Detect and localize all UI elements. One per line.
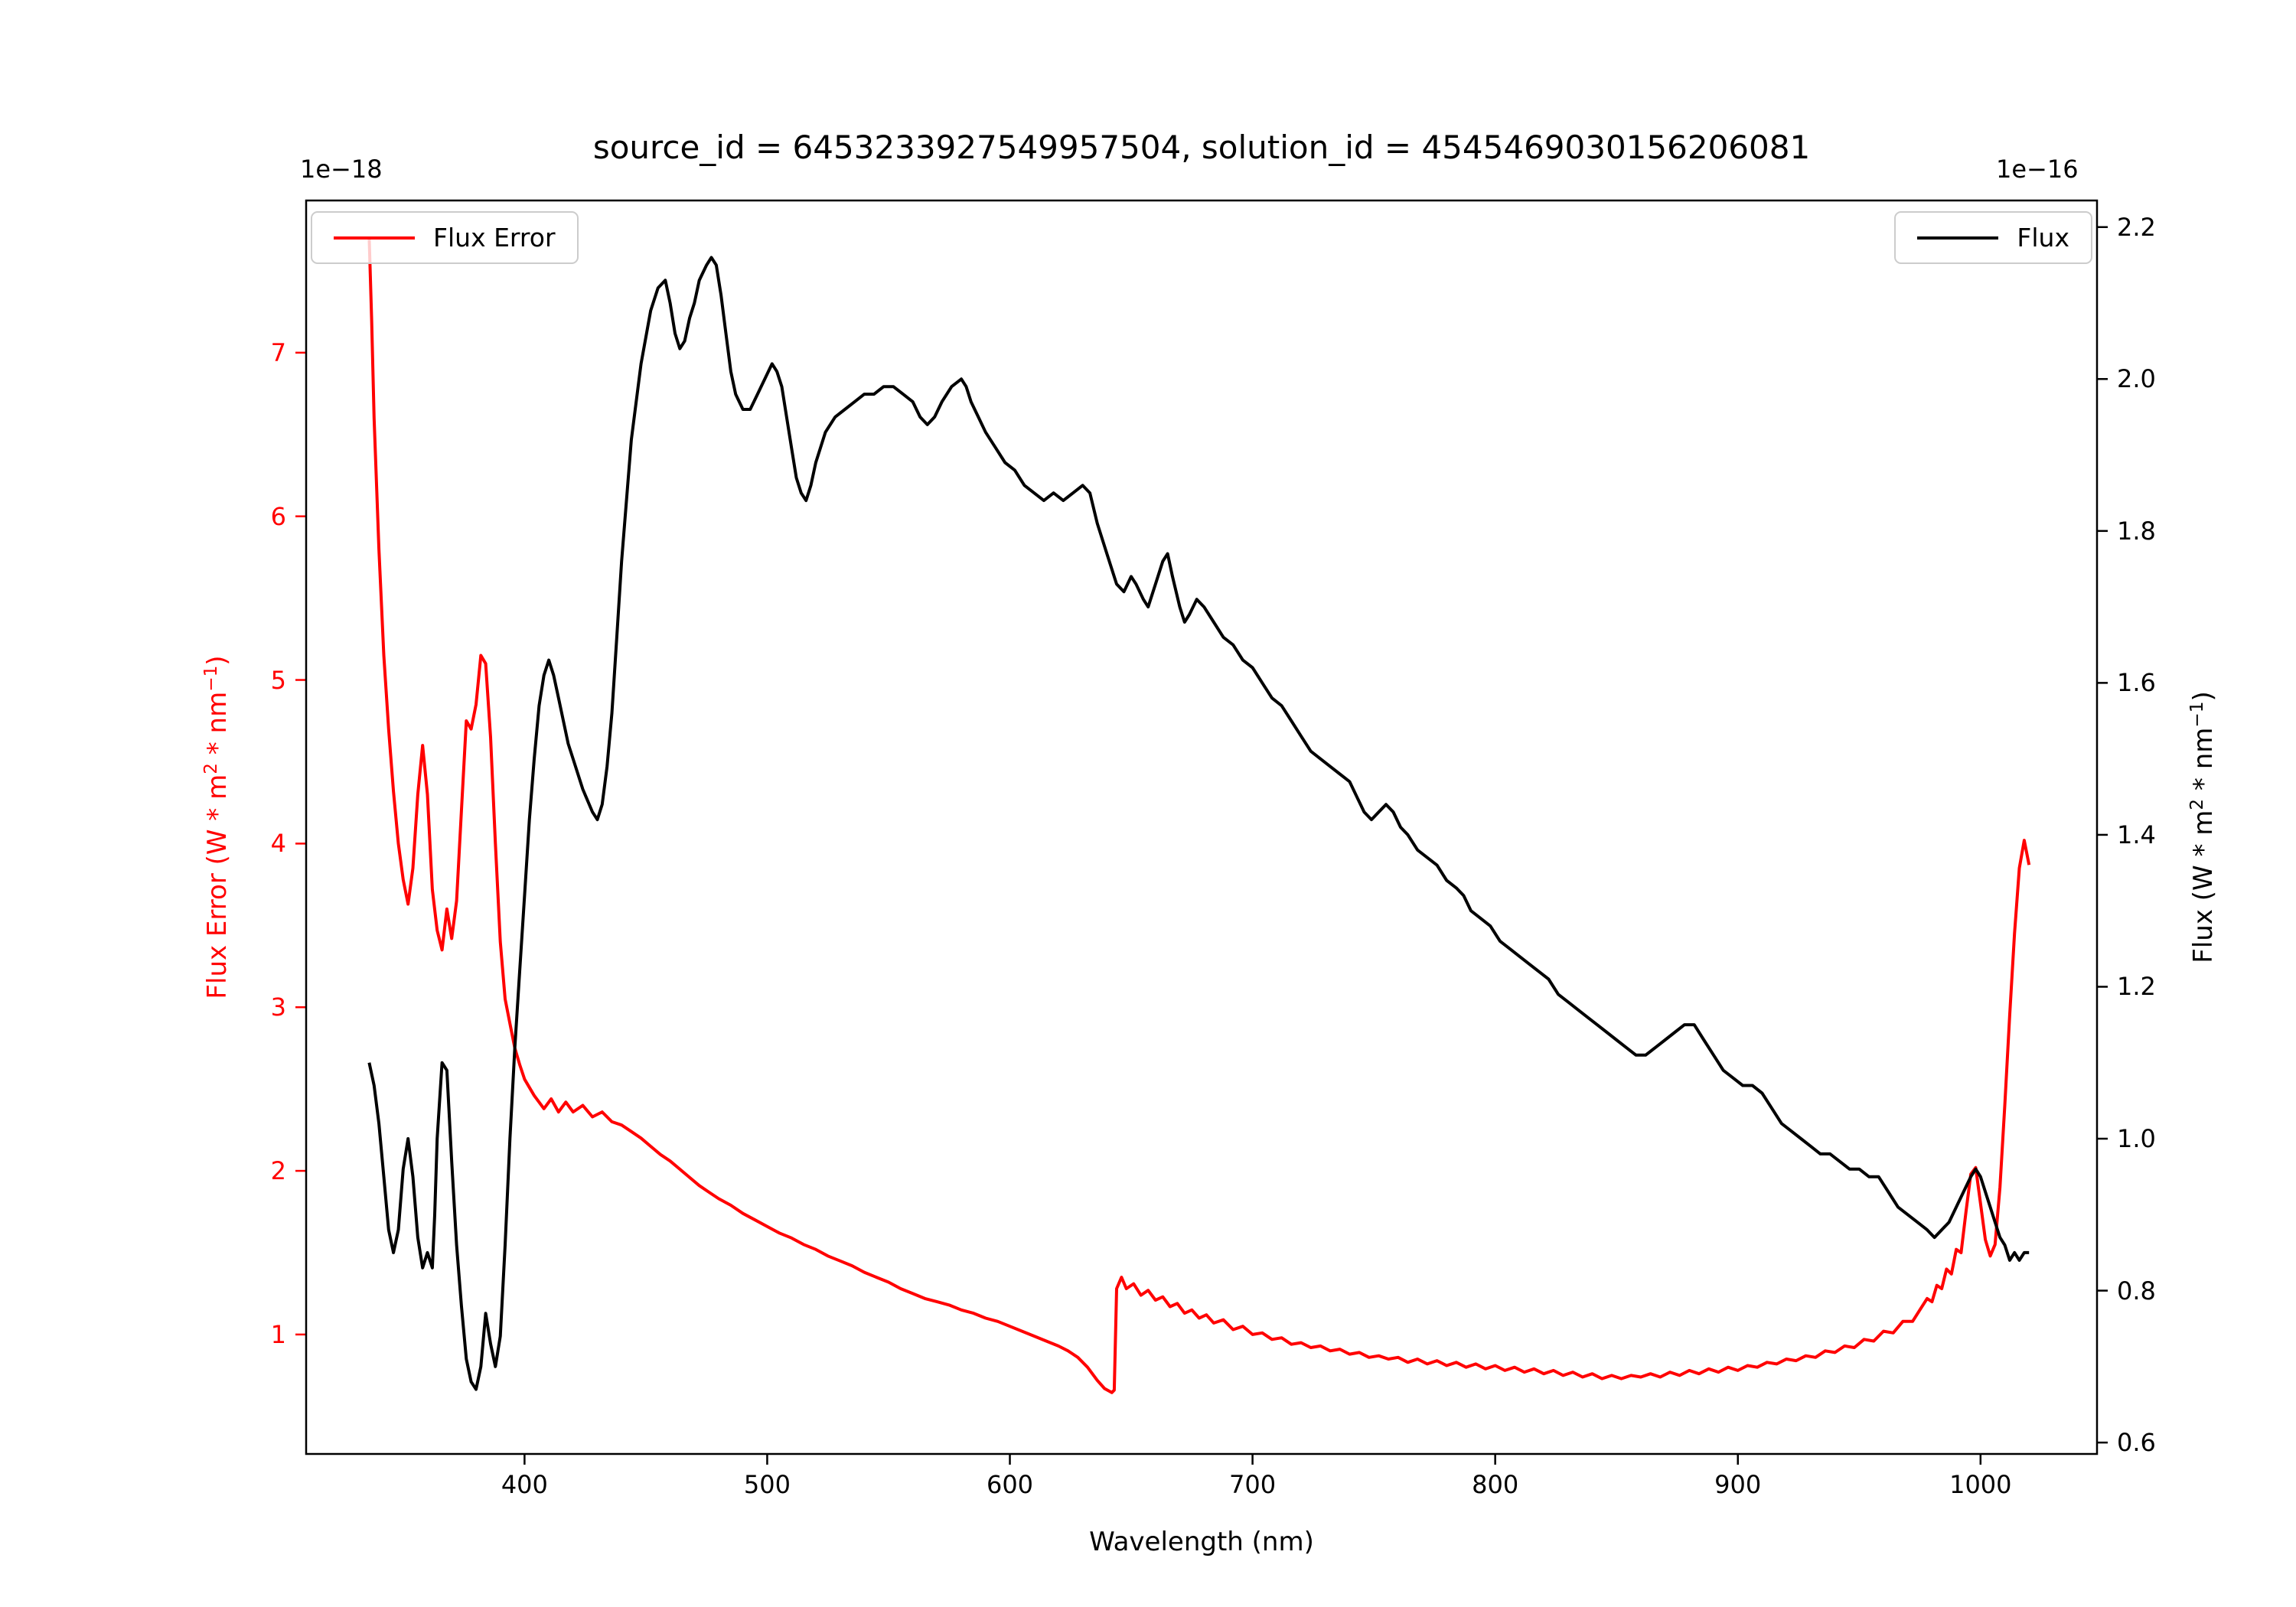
right-y-tick-label: 1.2 — [2117, 972, 2156, 1002]
right-y-tick-label: 2.0 — [2117, 364, 2156, 394]
flux-legend-line-icon — [1917, 236, 1999, 240]
right-y-axis-label-sup1: 2 — [2187, 798, 2207, 810]
right-y-tick-label: 2.2 — [2117, 212, 2156, 242]
left-y-axis-label-sup1: 2 — [201, 763, 221, 774]
left-y-axis-label-text: Flux Error (W * m — [202, 774, 233, 999]
x-axis-label: Wavelength (nm) — [1089, 1527, 1314, 1557]
left-y-tick-label: 6 — [270, 501, 286, 531]
right-y-axis-label-sup2: −1 — [2187, 701, 2207, 728]
right-y-tick-label: 1.6 — [2117, 668, 2156, 698]
right-y-tick-label: 1.0 — [2117, 1124, 2156, 1154]
tick-marks — [295, 226, 2108, 1465]
x-tick-label: 1000 — [1949, 1470, 2012, 1499]
x-tick-label: 800 — [1472, 1470, 1519, 1499]
x-tick-label: 900 — [1714, 1470, 1762, 1499]
flux-error-line — [367, 238, 2031, 1394]
flux-error-legend-label: Flux Error — [433, 223, 556, 253]
right-y-tick-label: 1.4 — [2117, 820, 2156, 849]
right-y-tick-label: 0.6 — [2117, 1428, 2156, 1458]
right-y-axis-label-text2: * nm — [2188, 727, 2219, 799]
x-tick-label: 600 — [986, 1470, 1034, 1499]
left-y-tick-label: 5 — [270, 665, 286, 695]
left-y-axis-label: Flux Error (W * m2 * nm−1) — [201, 655, 233, 999]
flux-error-legend-line-icon — [334, 236, 415, 240]
left-y-tick-label: 3 — [270, 993, 286, 1022]
right-axis-offset-text: 1e−16 — [1996, 155, 2079, 184]
flux-line — [367, 256, 2030, 1391]
x-tick-label: 500 — [743, 1470, 791, 1499]
left-y-tick-label: 2 — [270, 1156, 286, 1186]
chart-title: source_id = 6453233927549957504, solutio… — [592, 129, 1811, 166]
left-y-tick-label: 1 — [270, 1319, 286, 1349]
legend-flux: Flux — [1894, 211, 2092, 264]
legend-flux-error: Flux Error — [311, 211, 579, 264]
axes-frame — [305, 199, 2099, 1455]
left-y-tick-label: 7 — [270, 337, 286, 367]
right-y-axis-label: Flux (W * m2 * nm−1) — [2187, 691, 2219, 963]
left-y-axis-label-text3: ) — [202, 655, 233, 666]
left-y-tick-label: 4 — [270, 829, 286, 859]
right-y-tick-label: 0.8 — [2117, 1276, 2156, 1305]
right-y-tick-label: 1.8 — [2117, 516, 2156, 546]
x-tick-label: 400 — [501, 1470, 548, 1499]
right-y-axis-label-text: Flux (W * m — [2188, 810, 2219, 963]
left-y-axis-label-sup2: −1 — [201, 665, 221, 692]
x-tick-label: 700 — [1229, 1470, 1277, 1499]
right-y-axis-label-text3: ) — [2188, 691, 2219, 702]
left-axis-offset-text: 1e−18 — [300, 155, 383, 184]
flux-legend-label: Flux — [2017, 223, 2069, 253]
left-y-axis-label-text2: * nm — [202, 691, 233, 764]
